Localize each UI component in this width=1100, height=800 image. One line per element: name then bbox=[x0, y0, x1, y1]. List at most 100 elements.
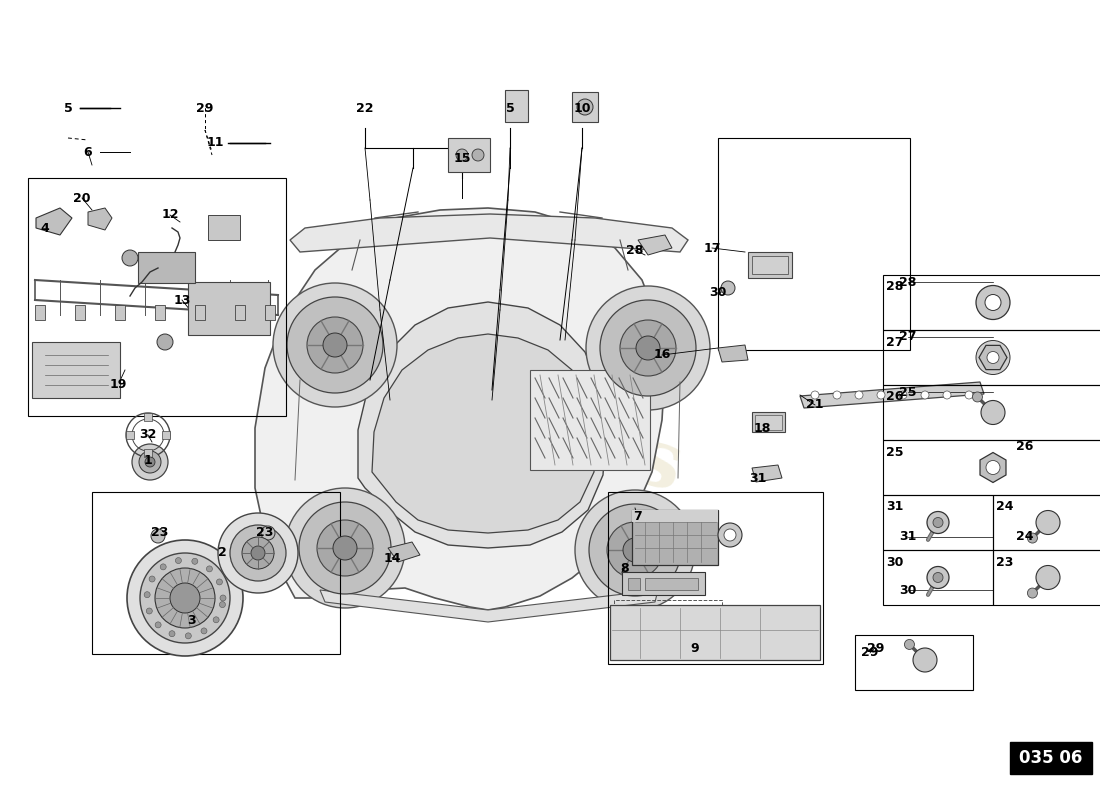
Polygon shape bbox=[144, 449, 152, 457]
Text: 30: 30 bbox=[900, 583, 916, 597]
Text: a passion for cars since 1964: a passion for cars since 1964 bbox=[328, 437, 651, 543]
Circle shape bbox=[972, 392, 982, 402]
Circle shape bbox=[126, 540, 243, 656]
Text: 5: 5 bbox=[506, 102, 515, 114]
Polygon shape bbox=[320, 590, 658, 622]
Circle shape bbox=[987, 351, 999, 363]
Polygon shape bbox=[980, 453, 1006, 482]
Text: 15: 15 bbox=[453, 151, 471, 165]
Bar bbox=[608, 492, 823, 664]
Text: 1: 1 bbox=[144, 454, 153, 466]
Text: 20: 20 bbox=[74, 191, 90, 205]
Text: 28: 28 bbox=[887, 281, 904, 294]
Bar bbox=[883, 385, 1100, 440]
Circle shape bbox=[333, 536, 358, 560]
Polygon shape bbox=[138, 252, 195, 283]
Bar bbox=[28, 178, 286, 416]
Circle shape bbox=[191, 558, 198, 564]
Text: 17: 17 bbox=[703, 242, 720, 254]
Text: 23: 23 bbox=[997, 555, 1014, 569]
Polygon shape bbox=[126, 431, 134, 439]
Bar bbox=[883, 550, 993, 605]
Text: 27: 27 bbox=[887, 335, 904, 349]
Polygon shape bbox=[255, 208, 666, 610]
Circle shape bbox=[1027, 588, 1037, 598]
Text: 16: 16 bbox=[653, 349, 671, 362]
Polygon shape bbox=[144, 413, 152, 421]
Circle shape bbox=[185, 633, 191, 639]
Text: 4: 4 bbox=[41, 222, 50, 234]
Text: 23: 23 bbox=[152, 526, 168, 539]
Polygon shape bbox=[36, 208, 72, 235]
Bar bbox=[883, 440, 1100, 495]
Circle shape bbox=[155, 568, 214, 628]
Polygon shape bbox=[638, 235, 672, 255]
Polygon shape bbox=[748, 252, 792, 278]
Circle shape bbox=[132, 444, 168, 480]
Circle shape bbox=[724, 529, 736, 541]
Text: 30: 30 bbox=[887, 555, 904, 569]
Circle shape bbox=[157, 334, 173, 350]
Text: 14: 14 bbox=[383, 551, 400, 565]
Bar bbox=[993, 550, 1100, 605]
Text: 19: 19 bbox=[109, 378, 126, 391]
Text: 27: 27 bbox=[900, 330, 916, 343]
Circle shape bbox=[607, 522, 663, 578]
Polygon shape bbox=[752, 256, 788, 274]
Circle shape bbox=[140, 553, 230, 643]
Text: 24: 24 bbox=[997, 501, 1014, 514]
Circle shape bbox=[170, 583, 200, 613]
Circle shape bbox=[833, 391, 842, 399]
Circle shape bbox=[921, 391, 929, 399]
Polygon shape bbox=[388, 542, 420, 562]
Circle shape bbox=[175, 558, 182, 563]
Polygon shape bbox=[530, 370, 650, 470]
Polygon shape bbox=[32, 342, 120, 398]
Text: 21: 21 bbox=[806, 398, 824, 411]
Text: 25: 25 bbox=[887, 446, 904, 458]
Circle shape bbox=[986, 461, 1000, 474]
Polygon shape bbox=[800, 382, 984, 408]
Text: 32: 32 bbox=[140, 429, 156, 442]
Bar bbox=[855, 635, 974, 690]
Circle shape bbox=[927, 511, 949, 534]
Circle shape bbox=[1036, 566, 1060, 590]
Circle shape bbox=[904, 639, 914, 650]
Polygon shape bbox=[448, 138, 490, 172]
Circle shape bbox=[720, 281, 735, 295]
Circle shape bbox=[620, 320, 676, 376]
Circle shape bbox=[220, 595, 225, 601]
Circle shape bbox=[636, 336, 660, 360]
Text: 3: 3 bbox=[188, 614, 196, 627]
Text: 28: 28 bbox=[626, 243, 644, 257]
Circle shape bbox=[855, 391, 864, 399]
Circle shape bbox=[230, 525, 286, 581]
Circle shape bbox=[933, 518, 943, 527]
Circle shape bbox=[578, 99, 593, 115]
Text: 8: 8 bbox=[620, 562, 629, 574]
Polygon shape bbox=[188, 282, 270, 335]
Text: 31: 31 bbox=[900, 530, 916, 543]
Bar bbox=[718, 138, 910, 350]
Text: 25: 25 bbox=[900, 386, 916, 398]
Circle shape bbox=[146, 608, 152, 614]
Polygon shape bbox=[195, 305, 205, 320]
Text: 6: 6 bbox=[84, 146, 92, 158]
Polygon shape bbox=[755, 415, 782, 430]
Polygon shape bbox=[290, 214, 688, 252]
Text: 31: 31 bbox=[887, 501, 904, 514]
Polygon shape bbox=[979, 346, 1006, 370]
Bar bbox=[92, 492, 340, 654]
Circle shape bbox=[251, 546, 265, 560]
Text: 035 06: 035 06 bbox=[1020, 749, 1082, 767]
Circle shape bbox=[273, 283, 397, 407]
Circle shape bbox=[261, 526, 275, 540]
Text: 24: 24 bbox=[1016, 530, 1034, 543]
Polygon shape bbox=[505, 90, 528, 122]
Circle shape bbox=[913, 648, 937, 672]
Bar bbox=[1010, 742, 1092, 774]
Circle shape bbox=[155, 622, 161, 628]
Circle shape bbox=[600, 300, 696, 396]
Circle shape bbox=[145, 457, 155, 467]
Circle shape bbox=[219, 602, 225, 607]
